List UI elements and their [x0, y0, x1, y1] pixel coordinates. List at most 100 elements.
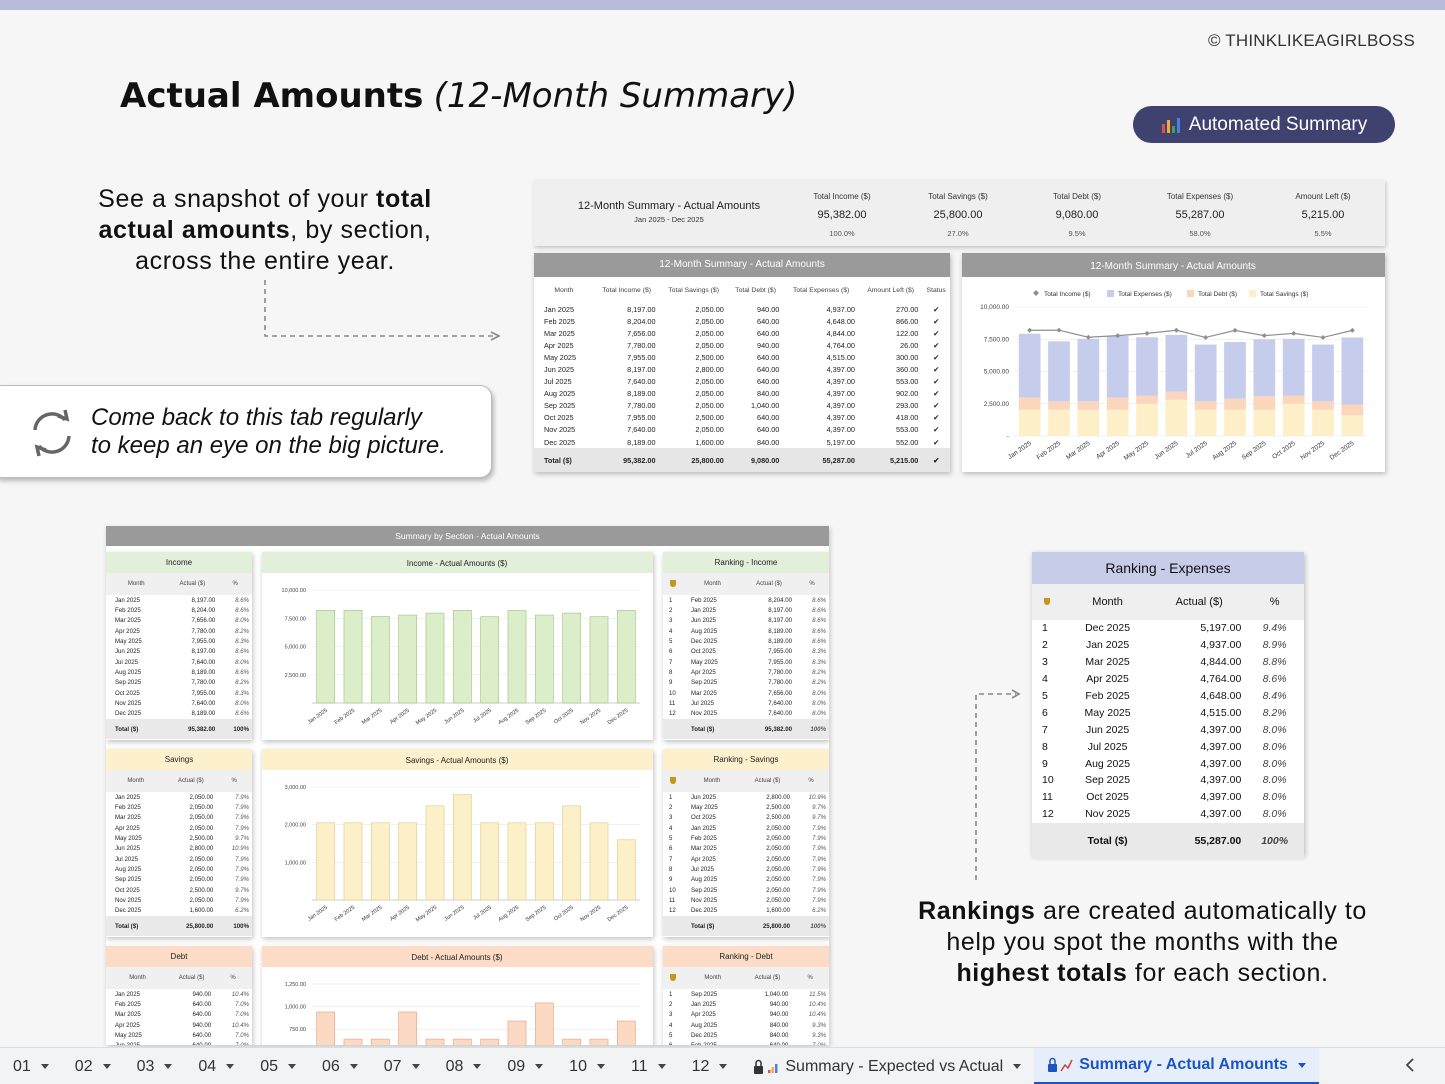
table-cell: 8,189.00 — [768, 627, 793, 635]
intro-text: , by section, across the entire year. — [135, 216, 432, 275]
table-cell: 2,050.00 — [189, 804, 214, 812]
kpi-value: 9,080.00 — [1055, 209, 1099, 221]
section-chart: Savings - Actual Amounts ($) 1,000.00 2,00… — [262, 749, 653, 937]
table-cell: 2,050.00 — [766, 855, 791, 863]
sheet-tab[interactable]: 02 — [62, 1048, 124, 1084]
table-cell: Jul 2025 — [115, 658, 139, 666]
table-row: 12 Nov 2025 7,640.00 8.0% — [663, 709, 829, 719]
sheet-tab[interactable]: 05 — [247, 1048, 309, 1084]
legend-marker — [1249, 290, 1256, 297]
line-marker — [1027, 327, 1033, 333]
section-table: Savings Month Actual ($)% Jan 2025 2,050.00 7… — [106, 749, 252, 937]
total-row: Total ($) 95,382.00 25,800.00 9,080.00 55,28… — [534, 448, 950, 473]
table-cell: 8,197.00 — [627, 304, 656, 314]
table-row: Feb 2025 8,204.00 2,050.00 640.00 4,648.00 86… — [534, 315, 950, 327]
bar-segment — [1136, 337, 1158, 396]
bar — [534, 614, 554, 704]
bar-segment — [1341, 404, 1364, 416]
table-cell: 7.9% — [235, 814, 249, 822]
table-cell: 7.9% — [235, 876, 249, 884]
table-cell: 10 — [669, 689, 676, 697]
table-row: 3 Apr 2025 940.00 10.4% — [663, 1010, 829, 1020]
ranking-header: Ranking - Debt — [663, 946, 829, 967]
lock-icon — [1048, 1057, 1073, 1072]
sheet-tabs: 01 02 03 04 05 06 07 08 09 10 11 12 Summary - Expect… — [0, 1047, 1445, 1084]
sheet-tab[interactable]: 11 — [618, 1048, 679, 1084]
kpi-pct: 9.5% — [1068, 229, 1086, 238]
table-cell: 2,050.00 — [695, 304, 724, 314]
table-row: 8 Apr 2025 7,780.00 8.2% — [663, 667, 829, 677]
sheet-tab[interactable]: 12 — [679, 1048, 741, 1084]
total-spacer — [1032, 822, 1062, 859]
line-marker — [1144, 330, 1150, 336]
bar-segment — [1194, 401, 1217, 410]
table-row: Feb 2025 8,204.00 8.6% — [106, 605, 252, 615]
sheet-tab[interactable]: 01 — [0, 1048, 62, 1084]
bar-segment — [1253, 339, 1276, 397]
table-cell: 8.6% — [812, 638, 826, 646]
table-cell: Nov 2025 — [691, 897, 718, 905]
sheet-tab[interactable]: 06 — [309, 1048, 371, 1084]
table-cell: 9.3% — [812, 1021, 826, 1029]
x-tick-label: Dec 2025 — [1329, 440, 1356, 462]
sheet-tab[interactable]: 09 — [494, 1048, 556, 1084]
table-cell: May 2025 — [115, 835, 142, 843]
bar — [534, 1002, 554, 1045]
table-cell: 640.00 — [757, 365, 780, 375]
table-row: 2 Jan 2025 8,197.00 8.6% — [663, 605, 829, 615]
table-row: 12 Dec 2025 1,600.00 6.2% — [663, 906, 829, 916]
table-cell: May 2025 — [115, 638, 142, 646]
table-cell: 866.00 — [896, 316, 919, 326]
total-cell: Total ($) — [106, 916, 166, 937]
bar — [398, 614, 418, 704]
table-cell: 7.9% — [235, 897, 249, 905]
sheet-tab[interactable]: 10 — [556, 1048, 618, 1084]
table-cell: 2,050.00 — [189, 866, 214, 874]
column-header: Total Savings ($) — [668, 286, 719, 294]
table-cell: ✔ — [933, 352, 940, 362]
table-cell: 8.0% — [812, 710, 826, 718]
line-marker — [1085, 334, 1091, 340]
bar-segment — [1018, 409, 1041, 436]
sheet-tab[interactable]: Summary - Actual Amounts — [1034, 1048, 1319, 1084]
sheet-tab[interactable]: Summary - Expected vs Actual — [740, 1048, 1034, 1084]
line-marker — [1056, 327, 1062, 333]
table-cell: 8.6% — [235, 596, 249, 604]
table-cell: 8.0% — [235, 617, 249, 625]
x-tick-label: Nov 2025 — [1299, 440, 1326, 462]
table-row: Mar 2025 640.00 7.0% — [106, 1010, 252, 1020]
table-row: Sep 2025 7,780.00 8.2% — [106, 678, 252, 688]
table-cell: 8.0% — [235, 700, 249, 708]
tab-label: 07 — [383, 1057, 402, 1075]
bar — [589, 822, 609, 901]
table-cell: 640.00 — [757, 425, 780, 435]
lock-shackle — [1049, 1057, 1056, 1064]
tab-label: Summary - Expected vs Actual — [785, 1057, 1004, 1075]
bar — [316, 1011, 336, 1045]
table-row: 9 Aug 2025 2,050.00 7.9% — [663, 875, 829, 885]
total-cell: ✔ — [922, 448, 950, 473]
chart-title: Savings - Actual Amounts ($) — [406, 756, 509, 765]
table-cell: Feb 2025 — [691, 596, 717, 604]
header-row: Month Actual ($)% — [106, 573, 252, 595]
table-cell: Mar 2025 — [1085, 656, 1130, 669]
table-cell: 2,050.00 — [189, 876, 214, 884]
trophy-header — [1032, 584, 1062, 620]
column-header: Actual ($) — [743, 967, 792, 989]
total-cell: 5,215.00 — [858, 448, 923, 473]
tab-label: Summary - Actual Amounts — [1079, 1056, 1288, 1073]
table-cell: Dec 2025 — [115, 710, 142, 718]
table-cell: 4,397.00 — [1200, 723, 1242, 736]
sheet-tab[interactable]: 04 — [185, 1048, 247, 1084]
bar-segment — [1312, 409, 1334, 436]
table-cell: 8,189.00 — [191, 710, 216, 718]
table-cell: 5 — [669, 1032, 673, 1040]
table-cell: 11.5% — [809, 990, 826, 998]
table-cell: 4 — [669, 627, 673, 635]
bar-segment — [1106, 397, 1129, 410]
sheet-tab[interactable]: 08 — [433, 1048, 495, 1084]
sheet-tab[interactable]: 07 — [371, 1048, 433, 1084]
sheet-tab[interactable]: 03 — [124, 1048, 186, 1084]
tab-scroll[interactable] — [1405, 1055, 1415, 1078]
kpi-value: 5,215.00 — [1301, 209, 1345, 221]
